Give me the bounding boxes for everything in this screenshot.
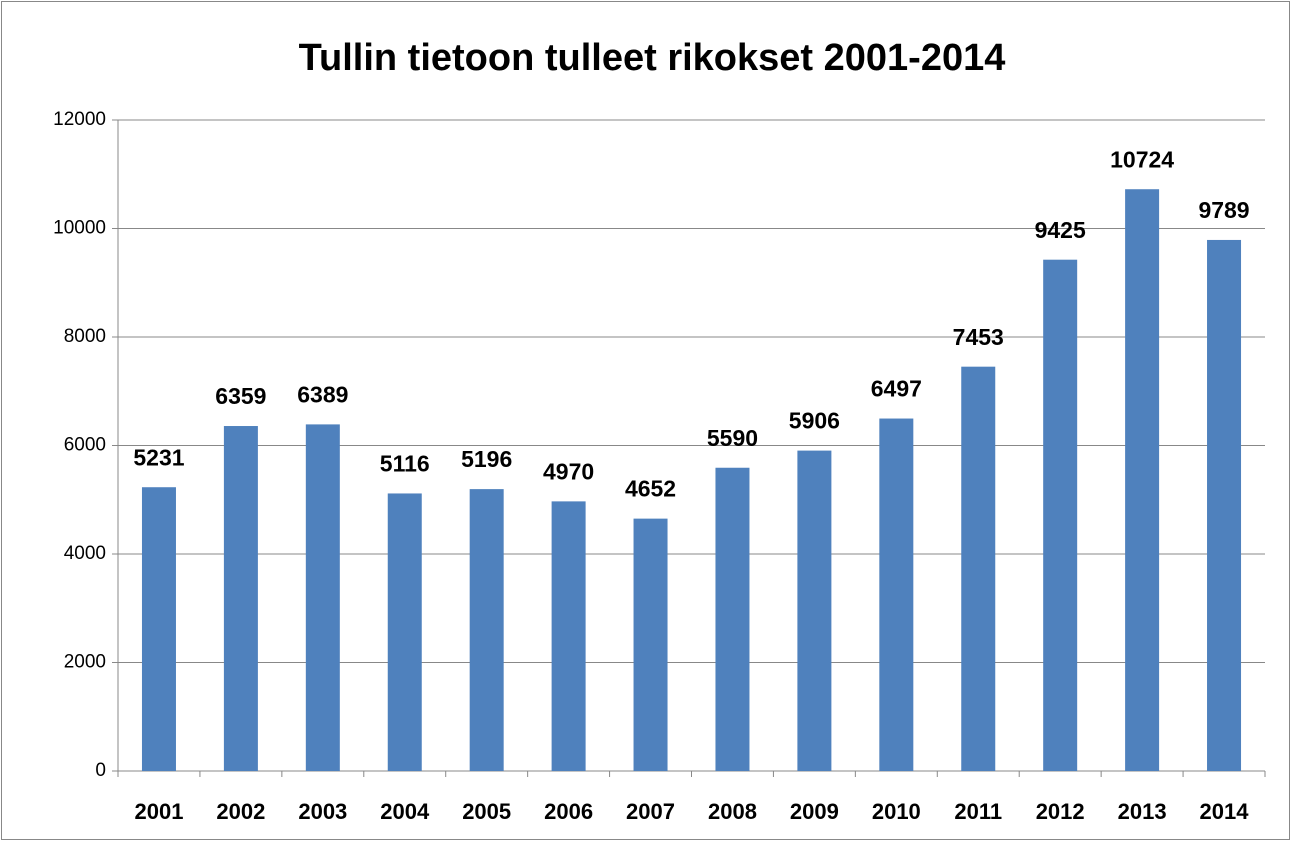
y-tick-label: 10000 — [53, 218, 106, 239]
bar — [305, 424, 340, 771]
y-tick-label: 0 — [95, 760, 106, 781]
x-tick-label: 2003 — [298, 799, 347, 824]
x-tick-label: 2012 — [1036, 799, 1085, 824]
data-label: 4970 — [543, 458, 594, 484]
y-tick-label: 6000 — [64, 435, 106, 456]
bar — [633, 518, 668, 771]
data-label: 9425 — [1035, 217, 1086, 243]
y-tick-label: 8000 — [64, 326, 106, 347]
x-tick-label: 2013 — [1118, 799, 1167, 824]
x-tick-label: 2006 — [544, 799, 593, 824]
y-tick-label: 2000 — [64, 652, 106, 673]
y-tick-label: 12000 — [53, 109, 106, 130]
x-tick-label: 2009 — [790, 799, 839, 824]
data-label: 5116 — [380, 451, 430, 477]
bar — [223, 426, 258, 771]
x-tick-label: 2007 — [626, 799, 675, 824]
x-tick-label: 2010 — [872, 799, 921, 824]
x-tick-label: 2001 — [134, 799, 183, 824]
bar — [1207, 239, 1242, 771]
bar — [1043, 259, 1078, 771]
x-tick-label: 2014 — [1200, 799, 1250, 824]
data-label: 6389 — [297, 381, 348, 407]
data-label: 6359 — [215, 383, 266, 409]
x-tick-label: 2005 — [462, 799, 511, 824]
data-label: 9789 — [1198, 197, 1249, 223]
data-label: 5196 — [461, 446, 512, 472]
data-label: 6497 — [871, 376, 922, 402]
bar — [961, 366, 996, 771]
data-label: 4652 — [625, 476, 676, 502]
bar — [715, 467, 750, 771]
bar — [1125, 189, 1160, 771]
chart-title: Tullin tietoon tulleet rikokset 2001-201… — [299, 37, 1006, 79]
bar — [141, 487, 176, 771]
bar — [551, 501, 586, 771]
data-label: 7453 — [953, 324, 1004, 350]
bar — [797, 450, 832, 771]
x-tick-label: 2011 — [954, 799, 1002, 824]
data-label: 5906 — [789, 408, 840, 434]
x-tick-label: 2008 — [708, 799, 757, 824]
bar — [387, 493, 422, 771]
x-tick-label: 2004 — [380, 799, 430, 824]
data-label: 5590 — [707, 425, 758, 451]
data-label: 5231 — [133, 444, 184, 470]
x-tick-label: 2002 — [216, 799, 265, 824]
bar — [469, 489, 504, 771]
y-tick-label: 4000 — [64, 543, 106, 564]
data-label: 10724 — [1110, 146, 1174, 172]
bar — [879, 418, 914, 771]
